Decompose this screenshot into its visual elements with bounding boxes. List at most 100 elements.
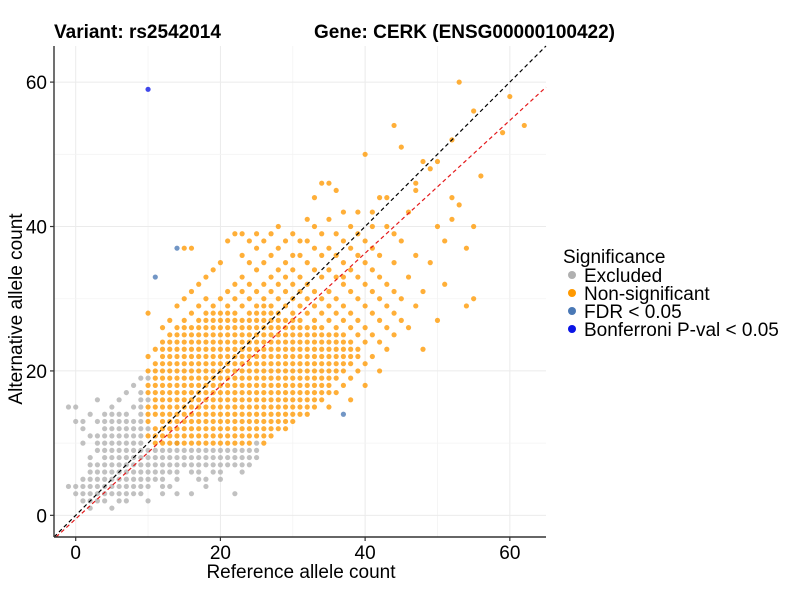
legend-label: Bonferroni P-val < 0.05 (584, 320, 779, 341)
data-point (152, 274, 158, 280)
data-point (196, 397, 202, 403)
data-point (167, 447, 173, 453)
data-point (239, 274, 245, 280)
data-point (246, 454, 252, 461)
data-point (174, 469, 180, 475)
data-point (225, 433, 231, 439)
data-point (232, 281, 238, 287)
data-point (174, 418, 180, 425)
data-point (167, 317, 173, 323)
data-point (434, 317, 441, 323)
data-point (116, 498, 122, 504)
data-point (268, 382, 274, 388)
data-point (261, 361, 267, 367)
data-point (225, 418, 231, 425)
data-point (268, 397, 274, 403)
data-point (319, 353, 325, 360)
data-point (362, 361, 368, 367)
data-point (174, 440, 180, 446)
data-point (319, 310, 325, 316)
data-point (188, 361, 195, 367)
data-point (232, 361, 238, 367)
data-point (290, 310, 296, 316)
data-point (297, 375, 303, 381)
data-point (174, 339, 180, 345)
data-point (167, 397, 173, 403)
data-point (326, 216, 332, 222)
data-point (282, 339, 289, 345)
data-point (145, 382, 151, 388)
data-point (80, 491, 86, 497)
data-point (261, 433, 267, 439)
data-point (174, 462, 180, 468)
data-point (174, 404, 180, 410)
data-point (391, 122, 397, 129)
data-point (123, 491, 129, 497)
data-point (102, 418, 108, 425)
data-point (109, 418, 115, 425)
data-point (109, 454, 115, 461)
data-point (333, 375, 339, 381)
data-point (138, 440, 144, 446)
data-point (304, 397, 310, 403)
series-fdr-0-05 (152, 245, 347, 417)
data-point (297, 325, 303, 331)
data-point (304, 353, 310, 360)
data-point (188, 426, 195, 432)
data-point (239, 325, 245, 331)
data-point (102, 476, 108, 482)
data-point (376, 296, 383, 302)
data-point (188, 418, 195, 425)
data-point (138, 404, 144, 410)
data-point (348, 245, 354, 251)
data-point (181, 245, 187, 251)
data-point (275, 317, 281, 323)
data-point (261, 296, 267, 302)
data-point (261, 382, 267, 388)
data-point (188, 404, 195, 410)
data-point (210, 426, 216, 432)
data-point (499, 130, 506, 136)
data-point (304, 368, 310, 374)
data-point (253, 361, 260, 367)
data-point (290, 404, 296, 410)
data-point (290, 339, 296, 345)
data-point (398, 238, 404, 244)
data-point (102, 469, 108, 475)
data-point (94, 418, 101, 425)
data-point (181, 375, 187, 381)
data-point (369, 353, 375, 360)
data-point (232, 296, 238, 302)
data-point (282, 411, 289, 417)
data-point (167, 382, 173, 388)
data-point (203, 274, 209, 280)
data-point (290, 231, 296, 237)
data-point (340, 238, 347, 244)
data-point (326, 267, 332, 273)
data-point (188, 454, 195, 461)
data-point (181, 411, 187, 417)
y-tick-label: 0 (36, 506, 47, 527)
data-point (225, 375, 231, 381)
data-point (239, 397, 245, 403)
data-point (471, 296, 477, 302)
data-point (268, 274, 274, 280)
data-point (152, 368, 158, 374)
data-point (188, 288, 195, 295)
data-point (196, 411, 202, 417)
data-point (138, 375, 144, 381)
data-point (138, 389, 144, 396)
data-point (145, 462, 151, 468)
data-point (348, 346, 354, 352)
data-point (130, 404, 137, 410)
data-point (333, 296, 339, 302)
data-point (232, 382, 238, 388)
data-point (246, 411, 252, 417)
data-point (159, 454, 166, 461)
data-point (355, 368, 361, 374)
series-non-significant (145, 79, 527, 446)
data-point (297, 389, 303, 396)
data-point (217, 433, 224, 439)
data-point (311, 332, 318, 338)
data-point (282, 332, 289, 338)
